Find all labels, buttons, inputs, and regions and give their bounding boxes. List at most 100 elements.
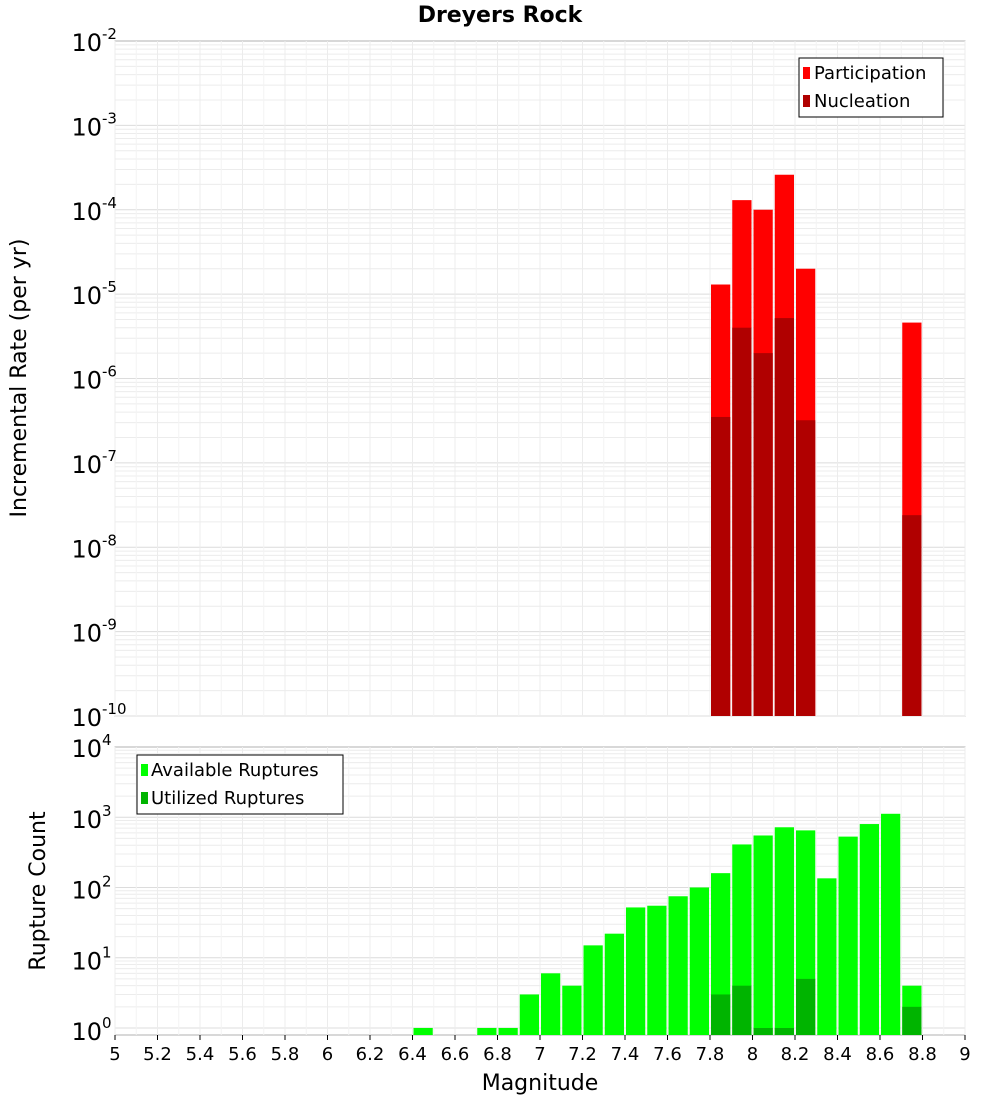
- available-ruptures-bar: [838, 836, 858, 1035]
- y-tick-exponent: -10: [102, 700, 127, 718]
- x-tick-label: 8.6: [866, 1044, 895, 1065]
- y-tick-exponent: 1: [102, 943, 112, 961]
- y-tick-exponent: -8: [102, 531, 117, 549]
- count-y-axis-label: Rupture Count: [26, 811, 51, 971]
- rate-y-axis-label: Incremental Rate (per yr): [7, 239, 32, 518]
- nucleation-bar: [774, 318, 794, 716]
- x-tick-label: 8.2: [781, 1044, 810, 1065]
- x-tick-label: 6.2: [356, 1044, 385, 1065]
- x-axis-label: Magnitude: [482, 1071, 599, 1096]
- y-tick-label: 10: [71, 620, 102, 648]
- y-tick-label: 10: [71, 282, 102, 310]
- rate-gridlines: [114, 41, 966, 717]
- available-ruptures-bar: [604, 933, 624, 1035]
- rate-bars: [711, 174, 922, 716]
- y-tick-label: 10: [71, 113, 102, 141]
- chart-title: Dreyers Rock: [418, 3, 584, 28]
- x-tick-label: 6.8: [483, 1044, 512, 1065]
- x-tick-label: 5.6: [228, 1044, 257, 1065]
- legend-swatch-utilized: [141, 792, 148, 804]
- legend-swatch-participation: [803, 67, 810, 79]
- x-tick-label: 7.4: [611, 1044, 640, 1065]
- x-tick-label: 6.6: [441, 1044, 470, 1065]
- y-tick-label: 10: [71, 198, 102, 226]
- available-ruptures-bar: [774, 827, 794, 1035]
- available-ruptures-bar: [498, 1027, 518, 1035]
- utilized-ruptures-bar: [711, 994, 731, 1035]
- x-tick-label: 7.8: [696, 1044, 725, 1065]
- y-tick-label: 10: [71, 877, 102, 905]
- available-ruptures-bar: [753, 835, 773, 1035]
- x-tick-label: 8.4: [823, 1044, 852, 1065]
- y-tick-label: 10: [71, 735, 102, 763]
- y-tick-label: 10: [71, 367, 102, 395]
- x-tick-label: 5: [109, 1044, 120, 1065]
- x-ticks: 5 5.2 5.4 5.6 5.8 6 6.2 6.4 6.6 6.8 7 7.2 7.4 7.6 7.8 8…: [109, 1035, 971, 1065]
- x-tick-label: 8.8: [908, 1044, 937, 1065]
- utilized-ruptures-bar: [796, 978, 816, 1035]
- x-tick-label: 5.4: [186, 1044, 215, 1065]
- y-tick-exponent: -9: [102, 616, 117, 634]
- y-tick-label: 10: [71, 451, 102, 479]
- y-tick-exponent: 4: [102, 731, 112, 749]
- y-tick-label: 10: [71, 806, 102, 834]
- y-tick-exponent: -4: [102, 194, 117, 212]
- available-ruptures-bar: [881, 813, 901, 1035]
- x-tick-label: 7.2: [568, 1044, 597, 1065]
- available-ruptures-bar: [519, 994, 539, 1035]
- utilized-ruptures-bar: [774, 1027, 794, 1035]
- available-ruptures-bar: [647, 905, 667, 1035]
- y-tick-exponent: -7: [102, 447, 117, 465]
- nucleation-bar: [753, 353, 773, 716]
- y-tick-exponent: -6: [102, 363, 117, 381]
- x-tick-label: 7: [534, 1044, 545, 1065]
- x-tick-label: 5.2: [143, 1044, 172, 1065]
- utilized-ruptures-bar: [902, 1006, 922, 1035]
- available-ruptures-bar: [689, 887, 709, 1035]
- y-tick-exponent: 3: [102, 802, 112, 820]
- y-tick-label: 10: [71, 1018, 102, 1046]
- x-tick-label: 9: [959, 1044, 970, 1065]
- rate-legend-box: [798, 57, 944, 118]
- nucleation-bar: [711, 416, 731, 716]
- legend-label-available: Available Ruptures: [151, 760, 319, 781]
- legend-swatch-nucleation: [803, 95, 810, 107]
- available-ruptures-bar: [477, 1027, 497, 1035]
- available-ruptures-bar: [562, 985, 582, 1035]
- x-tick-label: 8: [747, 1044, 758, 1065]
- x-tick-label: 6: [322, 1044, 333, 1065]
- available-ruptures-bar: [859, 824, 879, 1035]
- count-legend-box: [136, 754, 344, 815]
- count-bars: [413, 813, 922, 1035]
- y-tick-label: 10: [71, 704, 102, 732]
- y-tick-exponent: -2: [102, 25, 117, 43]
- nucleation-bar: [796, 420, 816, 716]
- y-tick-exponent: -3: [102, 109, 117, 127]
- legend-label-nucleation: Nucleation: [814, 91, 910, 112]
- utilized-ruptures-bar: [753, 1027, 773, 1035]
- x-tick-label: 7.6: [653, 1044, 682, 1065]
- available-ruptures-bar: [668, 896, 688, 1035]
- available-ruptures-bar: [817, 878, 837, 1035]
- legend-label-utilized: Utilized Ruptures: [151, 788, 304, 809]
- y-tick-label: 10: [71, 947, 102, 975]
- y-tick-exponent: -5: [102, 278, 117, 296]
- available-ruptures-bar: [413, 1027, 433, 1035]
- y-tick-exponent: 2: [102, 873, 112, 891]
- count-legend: Available Ruptures Utilized Ruptures: [136, 754, 344, 815]
- available-ruptures-bar: [541, 973, 561, 1035]
- nucleation-bar: [902, 515, 922, 716]
- x-tick-label: 5.8: [271, 1044, 300, 1065]
- y-tick-label: 10: [71, 535, 102, 563]
- available-ruptures-bar: [583, 945, 603, 1035]
- nucleation-bar: [732, 327, 752, 716]
- utilized-ruptures-bar: [732, 985, 752, 1035]
- y-tick-exponent: 0: [102, 1014, 112, 1032]
- y-tick-label: 10: [71, 29, 102, 57]
- legend-swatch-available: [141, 764, 148, 776]
